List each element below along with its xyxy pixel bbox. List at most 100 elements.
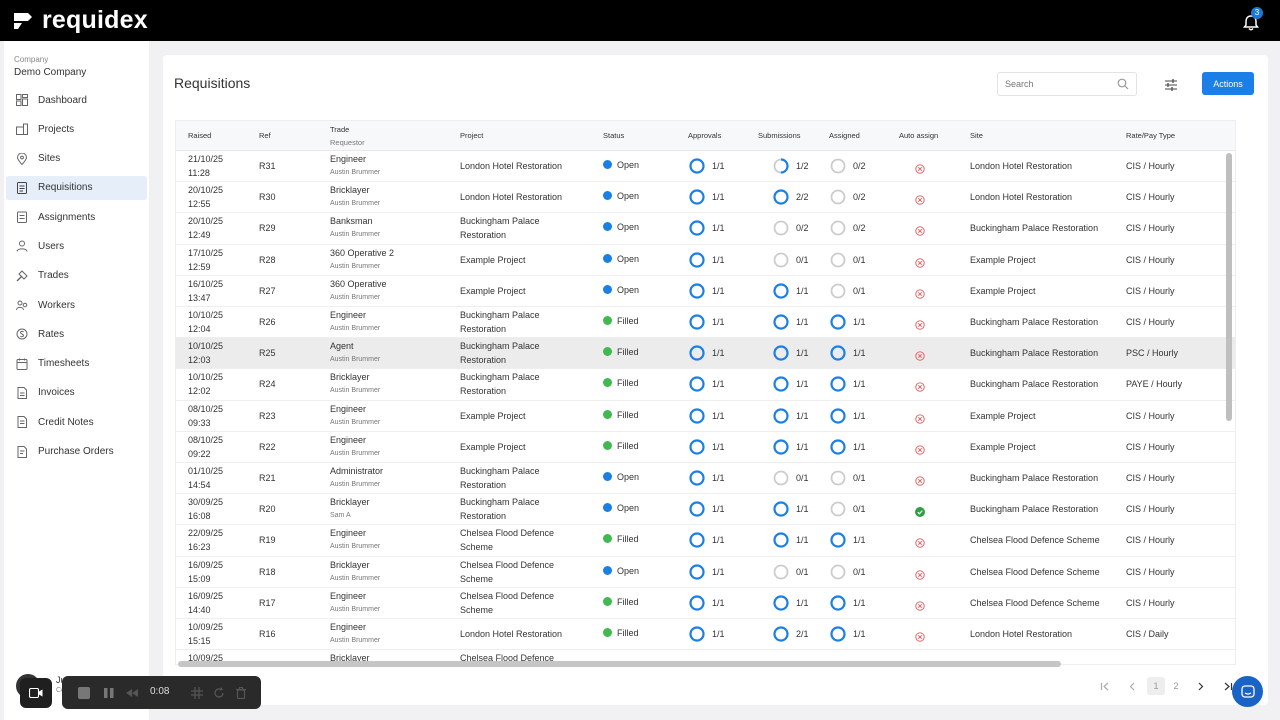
grid-icon[interactable]: [190, 686, 204, 700]
ref[interactable]: R28: [259, 254, 276, 265]
ref[interactable]: R18: [259, 566, 276, 577]
sidebar-item-users[interactable]: Users: [6, 234, 147, 258]
sidebar-item-projects[interactable]: Projects: [6, 117, 147, 141]
table-row[interactable]: 10/09/25 Bricklayer Chelsea Flood Defence: [176, 650, 1235, 664]
page-number[interactable]: 2: [1173, 681, 1179, 691]
approvals-count: 1/1: [712, 348, 725, 359]
trash-icon[interactable]: [234, 686, 248, 700]
table-row[interactable]: 30/09/25 16:08 R20 Bricklayer Sam A Buckingha…: [176, 494, 1235, 526]
ref[interactable]: R26: [259, 317, 276, 327]
col-ref[interactable]: Ref: [259, 131, 271, 140]
pager-next[interactable]: [1191, 675, 1209, 697]
ref[interactable]: R20: [259, 504, 276, 515]
raised-date: 20/10/25: [188, 216, 224, 227]
sidebar-item-dashboard[interactable]: Dashboard: [6, 88, 147, 112]
pager-page-2[interactable]: 2: [1167, 675, 1185, 697]
sidebar-item-timesheets[interactable]: Timesheets: [6, 352, 147, 376]
table-row[interactable]: 16/09/25 15:09 R18 Bricklayer Austin Brummer…: [176, 557, 1235, 588]
ref[interactable]: R16: [259, 629, 276, 639]
ref[interactable]: R19: [259, 535, 276, 546]
table-row[interactable]: 22/09/25 16:23 R19 Engineer Austin Brummer Ch…: [176, 525, 1235, 557]
actions-button[interactable]: Actions: [1202, 72, 1254, 95]
table-row[interactable]: 01/10/25 14:54 R21 Administrator Austin Brum…: [176, 463, 1235, 495]
restart-icon[interactable]: [212, 686, 226, 700]
col-submissions[interactable]: Submissions: [758, 131, 801, 140]
rewind-icon[interactable]: [125, 686, 139, 700]
search-input[interactable]: [997, 72, 1137, 96]
ref[interactable]: R29: [259, 223, 276, 234]
col-status[interactable]: Status: [603, 131, 625, 140]
recorder-camera-button[interactable]: [20, 678, 52, 708]
table-row[interactable]: 16/10/25 13:47 R27 360 Operative Austin Brum…: [176, 276, 1235, 307]
sidebar-item-rates[interactable]: Rates: [6, 322, 147, 346]
pager-prev[interactable]: [1123, 675, 1141, 697]
submissions-count: 0/2: [796, 223, 809, 234]
sidebar-item-trades[interactable]: Trades: [6, 264, 147, 288]
table-row[interactable]: 08/10/25 09:22 R22 Engineer Austin Brummer Ex…: [176, 432, 1235, 463]
table-row[interactable]: 17/10/25 12:59 R28 360 Operative 2 Austin Br…: [176, 245, 1235, 276]
sidebar-item-sites[interactable]: Sites: [6, 147, 147, 171]
table-row[interactable]: 08/10/25 09:33 R23 Engineer Austin Brummer Ex…: [176, 401, 1235, 432]
table-row[interactable]: 10/10/25 12:03 R25 Agent Austin Brummer Bucki…: [176, 338, 1235, 370]
table-row[interactable]: 10/10/25 12:02 R24 Bricklayer Austin Brummer…: [176, 369, 1235, 401]
pager-last[interactable]: [1219, 675, 1237, 697]
table-row[interactable]: 20/10/25 12:49 R29 Banksman Austin Brummer Bu…: [176, 213, 1235, 245]
chat-widget-button[interactable]: [1232, 676, 1263, 707]
first-page-icon[interactable]: [1095, 677, 1113, 695]
col-requestor[interactable]: Requestor: [330, 138, 365, 147]
next-page-icon[interactable]: [1191, 677, 1209, 695]
ref[interactable]: R31: [259, 161, 276, 171]
table-row[interactable]: 20/10/25 12:55 R30 Bricklayer Austin Brummer…: [176, 182, 1235, 214]
rate-pay-type: CIS / Hourly: [1126, 223, 1175, 234]
pager-first[interactable]: [1095, 675, 1113, 697]
sidebar-item-workers[interactable]: Workers: [6, 293, 147, 317]
table-row[interactable]: 10/10/25 12:04 R26 Engineer Austin Brummer Bu…: [176, 307, 1235, 339]
col-approvals[interactable]: Approvals: [688, 131, 722, 140]
workers-icon: [16, 299, 28, 311]
ref[interactable]: R30: [259, 192, 276, 203]
ref[interactable]: R17: [259, 597, 276, 608]
project: Example Project: [460, 254, 526, 265]
ref[interactable]: R24: [259, 379, 276, 390]
sidebar-item-purchase-orders[interactable]: Purchase Orders: [6, 440, 147, 464]
stop-recording-icon[interactable]: [77, 686, 91, 700]
ref[interactable]: R21: [259, 473, 276, 483]
col-project[interactable]: Project: [460, 131, 484, 140]
pause-icon[interactable]: [102, 686, 116, 700]
table-row[interactable]: 21/10/25 11:28 R31 Engineer Austin Brummer Lo…: [176, 151, 1235, 183]
vertical-scrollbar[interactable]: [1226, 153, 1232, 421]
ref[interactable]: R22: [259, 441, 276, 452]
search-icon[interactable]: [1117, 77, 1129, 90]
table-row[interactable]: 10/09/25 15:15 R16 Engineer Austin Brummer Lo…: [176, 619, 1235, 651]
sidebar-item-invoices[interactable]: Invoices: [6, 381, 147, 405]
brand[interactable]: requidex: [12, 7, 148, 33]
ref[interactable]: R25: [259, 348, 276, 359]
submissions-count: 0/1: [796, 566, 809, 577]
company-name[interactable]: Demo Company: [14, 67, 87, 78]
page-number-current[interactable]: 1: [1147, 677, 1165, 695]
sidebar-item-assignments[interactable]: Assignments: [6, 205, 147, 229]
horizontal-scrollbar[interactable]: [178, 661, 1061, 667]
status-badge: Open: [603, 191, 639, 201]
last-page-icon[interactable]: [1219, 677, 1237, 695]
col-rate-type[interactable]: Rate/Pay Type: [1126, 131, 1176, 140]
ref[interactable]: R27: [259, 285, 276, 296]
ref[interactable]: R23: [259, 410, 276, 421]
sidebar-item-requisitions[interactable]: Requisitions: [6, 175, 147, 200]
col-trade[interactable]: Trade: [330, 125, 350, 134]
assigned-count: 0/1: [853, 566, 866, 577]
col-auto-assign[interactable]: Auto assign: [899, 131, 939, 140]
prev-page-icon[interactable]: [1123, 677, 1141, 695]
filter-settings-icon[interactable]: [1164, 78, 1178, 92]
pager-page-1[interactable]: 1: [1147, 675, 1165, 697]
trade: Engineer: [330, 310, 367, 320]
col-site[interactable]: Site: [970, 131, 983, 140]
rate-pay-type: CIS / Hourly: [1126, 473, 1175, 483]
col-raised[interactable]: Raised: [188, 131, 212, 140]
col-assigned[interactable]: Assigned: [829, 131, 860, 140]
sidebar-item-credit-notes[interactable]: Credit Notes: [6, 410, 147, 434]
raised-date: 10/09/25: [188, 622, 224, 632]
timesheets-icon: [16, 358, 28, 370]
table-row[interactable]: 16/09/25 14:40 R17 Engineer Austin Brummer Ch…: [176, 588, 1235, 619]
status-badge: Filled: [603, 347, 639, 357]
